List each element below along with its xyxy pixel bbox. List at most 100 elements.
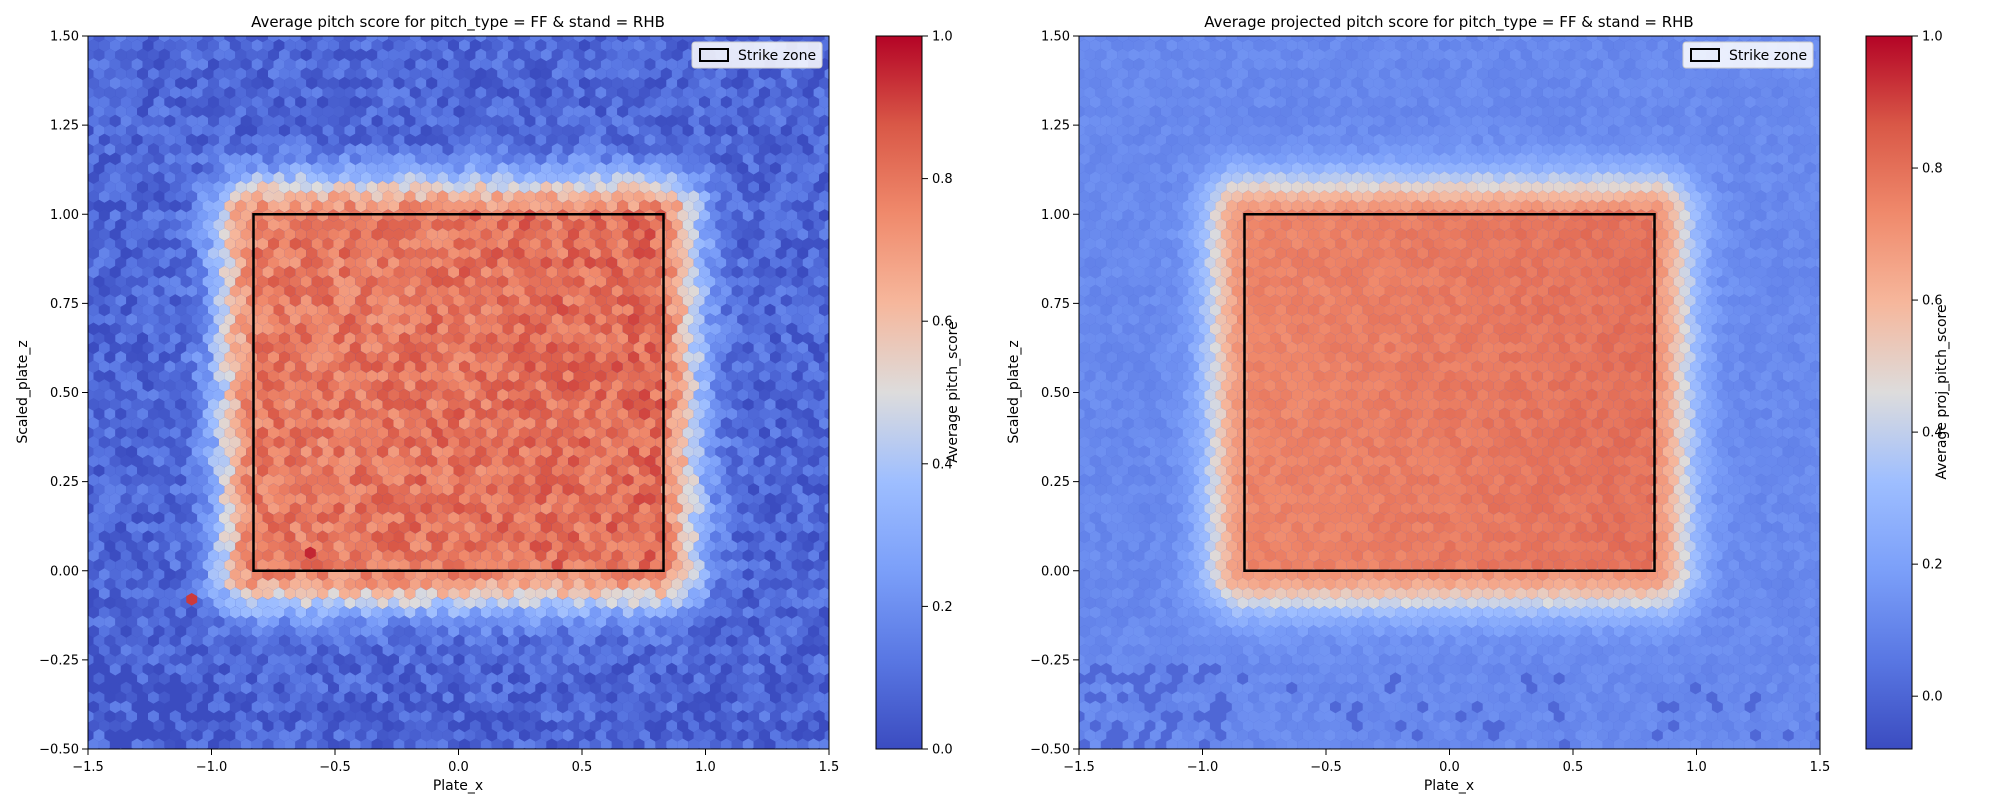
left-hex-cell <box>322 237 334 251</box>
left-hex-cell <box>339 265 350 279</box>
left-hex-cell <box>153 133 165 147</box>
left-hex-cell <box>650 294 661 307</box>
left-hex-cell <box>491 114 503 128</box>
left-hex-cell <box>802 124 814 137</box>
left-hex-cell <box>540 67 552 81</box>
left-hex-cell <box>584 218 596 232</box>
left-hex-cell <box>622 303 634 317</box>
left-hex-cell <box>202 67 214 81</box>
left-hex-cell <box>284 303 296 317</box>
left-hex-cell <box>317 322 329 336</box>
left-hex-cell <box>273 171 285 184</box>
left-hex-cell <box>339 303 350 317</box>
left-hex-cell <box>366 143 378 156</box>
left-hex-cell <box>148 426 159 440</box>
left-hex-cell <box>731 190 743 203</box>
left-hex-cell <box>568 58 579 71</box>
left-hex-cell <box>229 114 241 128</box>
left-hex-cell <box>349 133 361 147</box>
left-hex-cell <box>780 294 792 307</box>
left-hex-cell <box>584 162 596 175</box>
left-hex-cell <box>257 218 268 232</box>
left-hex-cell <box>715 275 727 288</box>
left-hex-cell <box>786 398 798 411</box>
left-hex-cell <box>109 417 121 430</box>
left-hex-cell <box>666 417 678 430</box>
left-hex-cell <box>382 77 394 90</box>
left-hex-cell <box>115 48 127 62</box>
left-hex-cell <box>251 152 263 166</box>
left-hex-cell <box>229 322 241 336</box>
left-hex-cell <box>813 180 825 194</box>
left-hex-cell <box>98 58 110 71</box>
left-hex-cell <box>759 275 770 288</box>
left-hex-cell <box>120 398 132 411</box>
left-hex-cell <box>120 322 132 336</box>
left-hex-cell <box>579 152 590 166</box>
left-hex-cell <box>175 341 187 355</box>
left-hex-cell <box>770 275 781 288</box>
left-hex-cell <box>360 152 372 166</box>
left-hex-cell <box>126 67 138 81</box>
left-hex-cell <box>295 360 307 373</box>
left-hex-cell <box>715 426 727 440</box>
left-hex-cell <box>742 322 754 336</box>
left-hex-cell <box>420 105 432 118</box>
left-hex-cell <box>802 388 814 402</box>
left-hex-cell <box>704 369 716 383</box>
left-hex-cell <box>148 218 159 232</box>
left-hex-cell <box>726 256 738 270</box>
left-hex-cell <box>431 332 443 345</box>
left-hex-cell <box>742 171 754 184</box>
left-hex-cell <box>786 95 798 109</box>
left-hex-cell <box>671 294 683 307</box>
left-hex-cell <box>371 284 383 298</box>
left-hex-cell <box>753 247 765 260</box>
left-hex-cell <box>169 199 181 213</box>
left-hex-cell <box>731 265 743 279</box>
left-hex-cell <box>284 190 296 203</box>
left-hex-cell <box>360 341 372 355</box>
left-hex-cell <box>218 247 230 260</box>
left-hex-cell <box>442 237 454 251</box>
left-hex-cell <box>611 190 623 203</box>
left-hex-cell <box>213 48 225 62</box>
left-hex-cell <box>306 152 318 166</box>
left-hex-cell <box>339 398 350 411</box>
left-hex-cell <box>246 86 258 99</box>
left-hex-cell <box>175 360 187 373</box>
left-hex-cell <box>693 256 705 270</box>
left-hex-cell <box>311 351 323 364</box>
left-hex-cell <box>240 95 252 109</box>
left-hex-cell <box>306 58 318 71</box>
left-hex-cell <box>382 58 394 71</box>
left-hex-cell <box>671 388 683 402</box>
left-hex-cell <box>671 180 683 194</box>
left-hex-cell <box>693 313 705 326</box>
left-hex-cell <box>562 237 574 251</box>
left-hex-cell <box>399 86 410 99</box>
left-hex-cell <box>502 322 514 336</box>
left-hex-cell <box>726 199 738 213</box>
left-hex-cell <box>529 86 541 99</box>
left-hex-cell <box>262 379 274 392</box>
left-hex-cell <box>197 303 208 317</box>
left-hex-cell <box>513 379 525 392</box>
left-hex-cell <box>251 114 263 128</box>
left-hex-cell <box>562 48 574 62</box>
left-hex-cell <box>268 332 279 345</box>
left-hex-cell <box>513 39 525 52</box>
left-hex-cell <box>726 86 738 99</box>
left-hex-cell <box>464 180 476 194</box>
left-hex-cell <box>671 332 683 345</box>
left-hex-cell <box>442 105 454 118</box>
left-hex-cell <box>317 379 329 392</box>
left-hex-cell <box>164 77 176 90</box>
left-hex-cell <box>464 143 476 156</box>
left-hex-cell <box>98 190 110 203</box>
left-hex-cell <box>748 351 760 364</box>
left-hex-cell <box>671 48 683 62</box>
left-hex-cell <box>633 322 645 336</box>
left-hex-cell <box>529 199 541 213</box>
left-hex-cell <box>497 275 509 288</box>
